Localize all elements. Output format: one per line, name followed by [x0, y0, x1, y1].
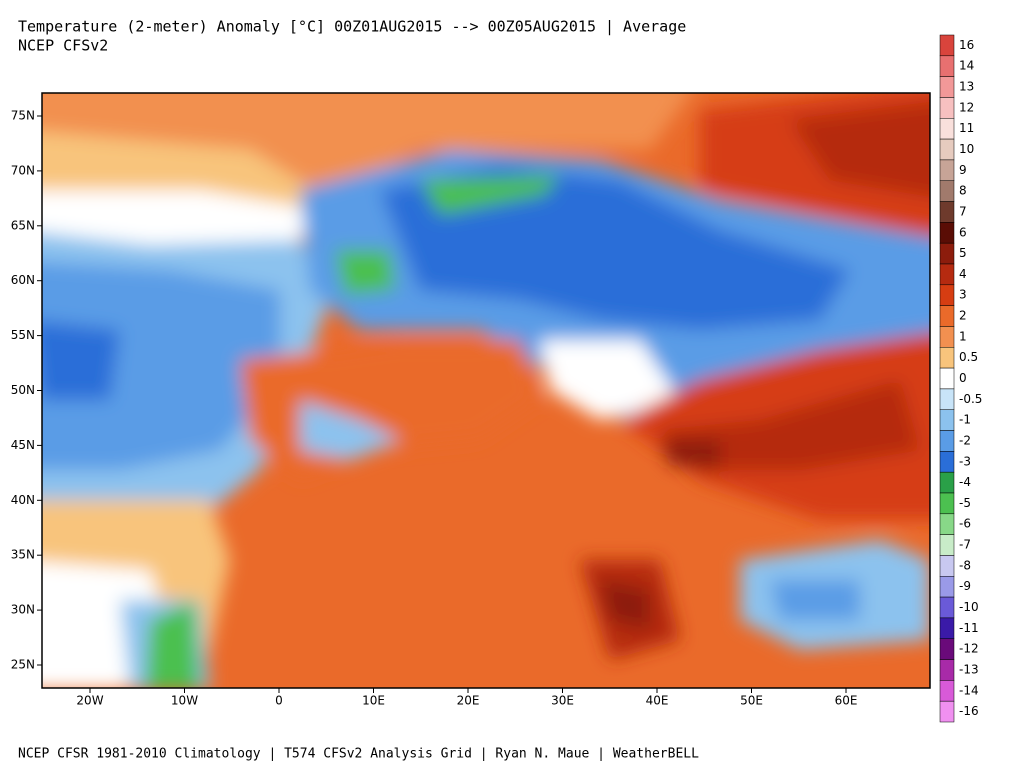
colorbar-label: 1	[959, 329, 967, 343]
lat-label: 40N	[11, 493, 35, 507]
colorbar-label: -12	[959, 642, 979, 656]
colorbar-swatch	[939, 347, 955, 369]
colorbar-swatch	[939, 700, 955, 723]
colorbar-swatch	[939, 617, 955, 639]
colorbar-label: 12	[959, 100, 974, 114]
lon-axis: 20W 10W 0 10E 20E 30E 40E 50E 60E	[76, 688, 857, 708]
lon-label: 50E	[740, 694, 763, 708]
lat-label: 60N	[11, 273, 35, 287]
colorbar-label: -5	[959, 496, 971, 510]
colorbar-label: 4	[959, 267, 967, 281]
lat-label: 25N	[11, 658, 35, 672]
colorbar: 16 14 13 12 11 10 9 8 7 6 5 4 3 2 1 0.5 0 -0.5 -1 -2 -3 -4 -5 -…	[939, 34, 982, 723]
colorbar-label: -1	[959, 413, 971, 427]
colorbar-label: 2	[959, 309, 967, 323]
colorbar-label: -10	[959, 600, 979, 614]
lon-label: 20W	[76, 694, 103, 708]
colorbar-swatch	[939, 97, 955, 119]
lon-label: 10W	[171, 694, 198, 708]
lon-label: 20E	[457, 694, 480, 708]
lon-label: 60E	[835, 694, 858, 708]
lon-label: 40E	[646, 694, 669, 708]
colorbar-label: 6	[959, 225, 967, 239]
colorbar-label: -9	[959, 579, 971, 593]
colorbar-label: -4	[959, 475, 971, 489]
title: Temperature (2-meter) Anomaly [°C] 00Z01…	[18, 18, 686, 36]
colorbar-label: 0.5	[959, 350, 978, 364]
lon-label: 10E	[362, 694, 385, 708]
colorbar-swatch	[939, 138, 955, 161]
colorbar-swatch	[939, 326, 955, 348]
anomaly-field	[42, 93, 930, 688]
colorbar-swatch	[939, 513, 955, 535]
colorbar-swatch	[939, 367, 955, 390]
colorbar-label: 0	[959, 371, 967, 385]
colorbar-label: 8	[959, 184, 967, 198]
colorbar-swatch	[939, 534, 955, 556]
lat-label: 65N	[11, 218, 35, 232]
colorbar-swatch	[939, 305, 955, 327]
colorbar-swatch	[939, 118, 955, 140]
colorbar-swatch	[939, 388, 955, 410]
colorbar-label: 9	[959, 163, 967, 177]
lon-label: 0	[275, 694, 283, 708]
colorbar-label: 16	[959, 38, 974, 52]
colorbar-label: 3	[959, 288, 967, 302]
colorbar-swatch	[939, 159, 955, 181]
colorbar-swatch	[939, 451, 955, 473]
lat-label: 30N	[11, 603, 35, 617]
colorbar-label: -13	[959, 662, 979, 676]
colorbar-label: -16	[959, 704, 979, 718]
lat-label: 50N	[11, 383, 35, 397]
lat-label: 75N	[11, 109, 35, 123]
colorbar-label: 13	[959, 80, 974, 94]
colorbar-label: 5	[959, 246, 967, 260]
colorbar-swatch	[939, 430, 955, 452]
colorbar-swatch	[939, 180, 955, 202]
colorbar-label: -14	[959, 683, 979, 697]
colorbar-swatch	[939, 680, 955, 702]
colorbar-label: 14	[959, 59, 974, 73]
colorbar-label: -3	[959, 454, 971, 468]
lon-label: 30E	[551, 694, 574, 708]
colorbar-label: -2	[959, 433, 971, 447]
subtitle: NCEP CFSv2	[18, 37, 108, 55]
lat-label: 35N	[11, 548, 35, 562]
colorbar-label: 10	[959, 142, 974, 156]
lat-label: 70N	[11, 163, 35, 177]
colorbar-label: 11	[959, 121, 974, 135]
colorbar-swatch	[939, 34, 955, 57]
colorbar-swatch	[939, 55, 955, 77]
colorbar-swatch	[939, 596, 955, 619]
colorbar-swatch	[939, 638, 955, 660]
colorbar-label: -6	[959, 517, 971, 531]
colorbar-swatch	[939, 76, 955, 98]
colorbar-swatch	[939, 242, 955, 265]
colorbar-label: 7	[959, 204, 967, 218]
lat-axis: 75N 70N 65N 60N 55N 50N 45N 40N 35N 30N 25N	[11, 109, 42, 672]
colorbar-swatch	[939, 222, 955, 244]
colorbar-swatch	[939, 201, 955, 223]
lat-label: 55N	[11, 328, 35, 342]
colorbar-label: -11	[959, 621, 979, 635]
colorbar-swatch	[939, 576, 955, 598]
colorbar-swatch	[939, 555, 955, 577]
colorbar-swatch	[939, 284, 955, 306]
footer: NCEP CFSR 1981-2010 Climatology | T574 C…	[18, 747, 699, 762]
colorbar-swatch	[939, 409, 955, 431]
colorbar-label: -8	[959, 558, 971, 572]
colorbar-swatch	[939, 492, 955, 515]
colorbar-swatch	[939, 471, 955, 494]
lat-label: 45N	[11, 438, 35, 452]
colorbar-swatch	[939, 659, 955, 681]
colorbar-label: -0.5	[959, 392, 982, 406]
colorbar-swatch	[939, 263, 955, 286]
colorbar-label: -7	[959, 538, 971, 552]
